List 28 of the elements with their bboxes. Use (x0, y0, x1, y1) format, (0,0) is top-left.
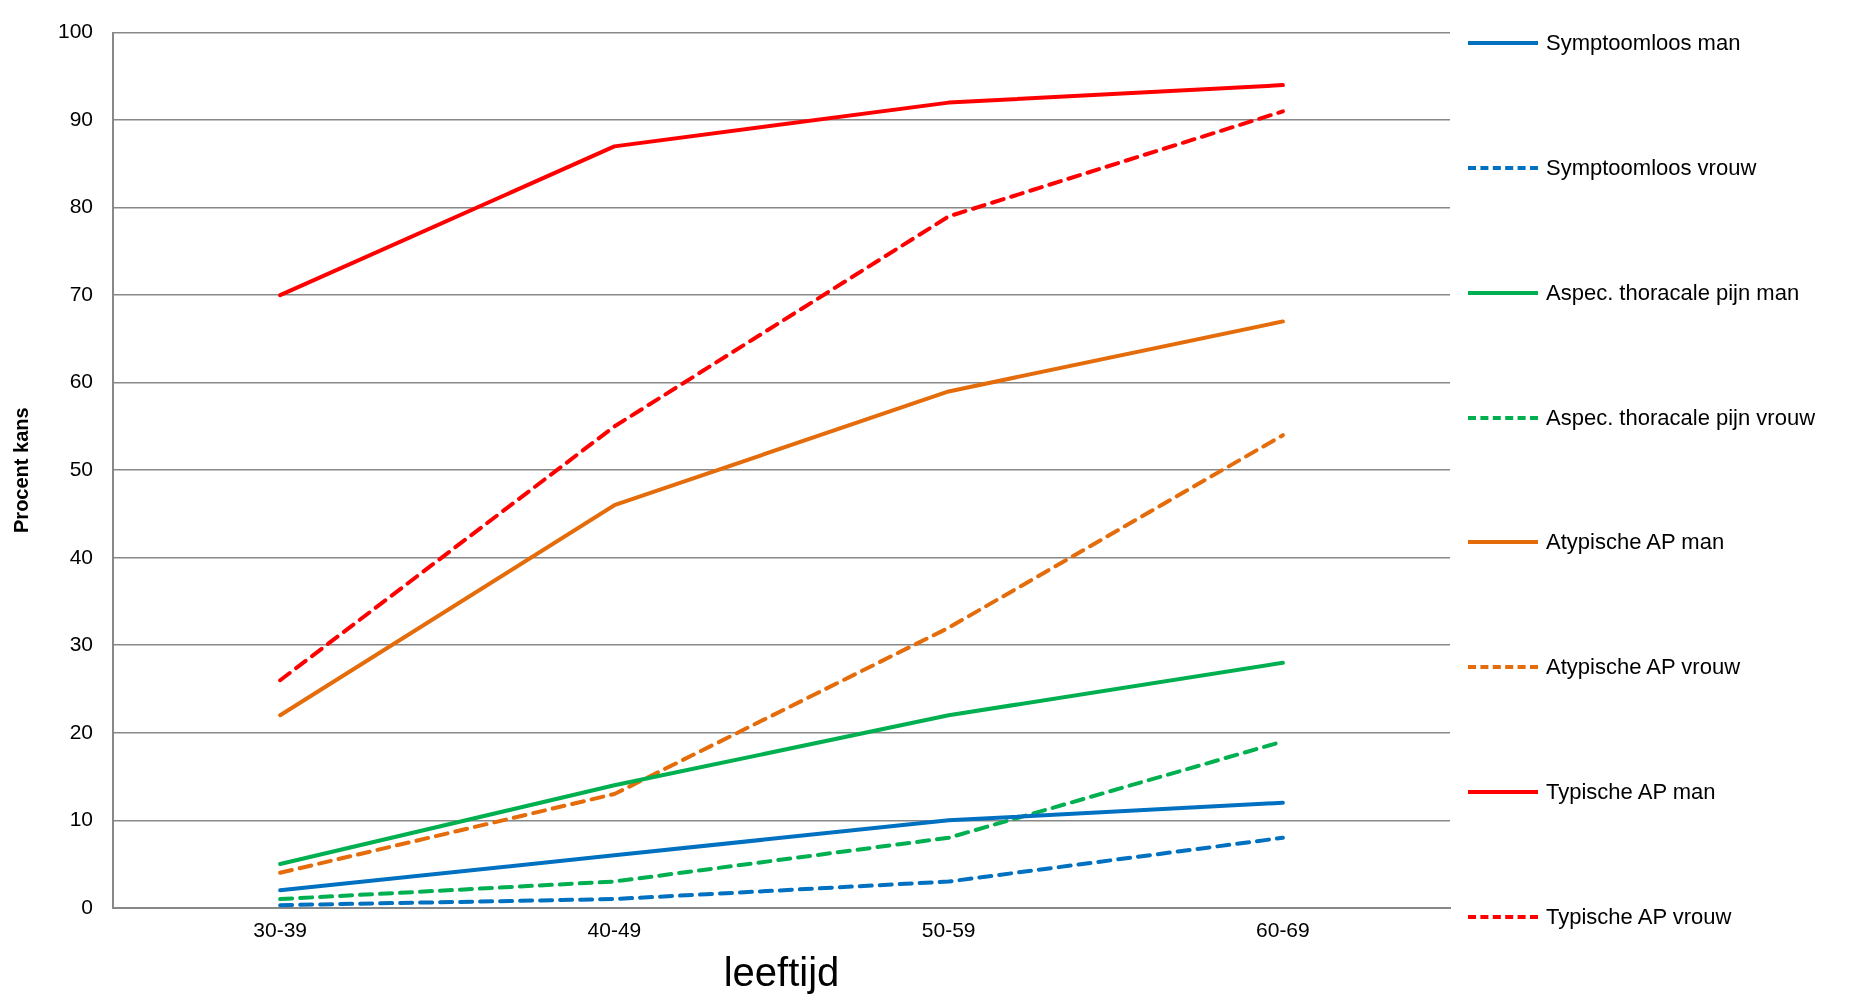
legend-label: Typische AP vrouw (1546, 903, 1732, 930)
legend-label: Symptoomloos vrouw (1546, 154, 1757, 181)
y-tick-label: 10 (69, 807, 94, 831)
y-tick-label: 90 (69, 106, 94, 130)
y-tick-label: 60 (69, 369, 94, 393)
x-axis-title: leeftijd (723, 950, 840, 995)
y-axis-title: Procent kans (9, 407, 32, 533)
x-tick-label: 50-59 (921, 918, 976, 942)
x-tick-label: 60-69 (1256, 918, 1310, 942)
y-tick-label: 30 (69, 632, 94, 656)
y-tick-label: 50 (69, 457, 94, 480)
x-tick-label: 30-39 (253, 918, 308, 942)
legend-label: Atypische AP man (1546, 529, 1725, 556)
y-tick-label: 40 (69, 544, 94, 568)
line-series (278, 835, 1285, 908)
line-series (278, 433, 1285, 875)
x-tick-label: 40-49 (587, 918, 642, 942)
y-tick-label: 80 (69, 194, 94, 218)
y-tick-label: 20 (69, 719, 94, 743)
legend-label: Aspec. thoracale pijn vrouw (1546, 404, 1816, 431)
y-tick-label: 70 (69, 281, 94, 305)
y-tick-label: 0 (81, 894, 94, 918)
legend-label: Symptoomloos man (1546, 30, 1741, 56)
y-tick-label: 100 (57, 19, 94, 43)
legend-label: Atypische AP vrouw (1546, 654, 1741, 681)
legend-label: Aspec. thoracale pijn man (1546, 279, 1800, 306)
line-series (278, 109, 1285, 683)
legend-label: Typische AP man (1546, 779, 1716, 806)
